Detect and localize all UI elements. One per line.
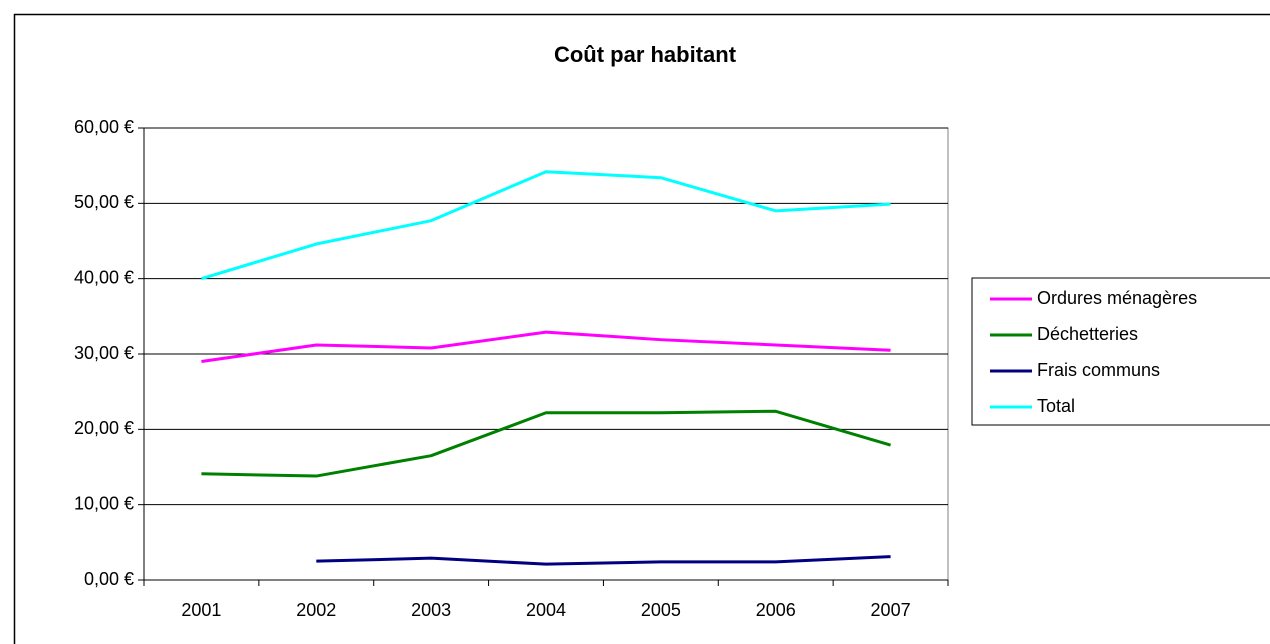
y-tick-label: 0,00 € [84,569,134,589]
x-tick-label: 2006 [756,600,796,620]
y-tick-label: 10,00 € [74,493,134,513]
series-line [316,555,891,566]
series-line [200,170,891,281]
x-tick-label: 2007 [871,600,911,620]
legend-label: Ordures ménagères [1037,288,1197,308]
series-line [201,330,891,364]
x-tick-label: 2004 [526,600,566,620]
x-tick-label: 2003 [411,600,451,620]
series-line [201,409,891,478]
x-tick-label: 2001 [181,600,221,620]
legend-box [971,277,1270,426]
x-tick-label: 2005 [641,600,681,620]
legend-label: Total [1037,396,1075,416]
legend-label: Frais communs [1037,360,1160,380]
y-tick-label: 40,00 € [74,267,134,287]
y-tick-label: 20,00 € [74,418,134,438]
y-tick-label: 50,00 € [74,192,134,212]
chart-title: Coût par habitant [554,42,737,67]
y-tick-label: 30,00 € [74,343,134,363]
x-tick-label: 2002 [296,600,336,620]
y-tick-label: 60,00 € [74,117,134,137]
legend-label: Déchetteries [1037,324,1138,344]
